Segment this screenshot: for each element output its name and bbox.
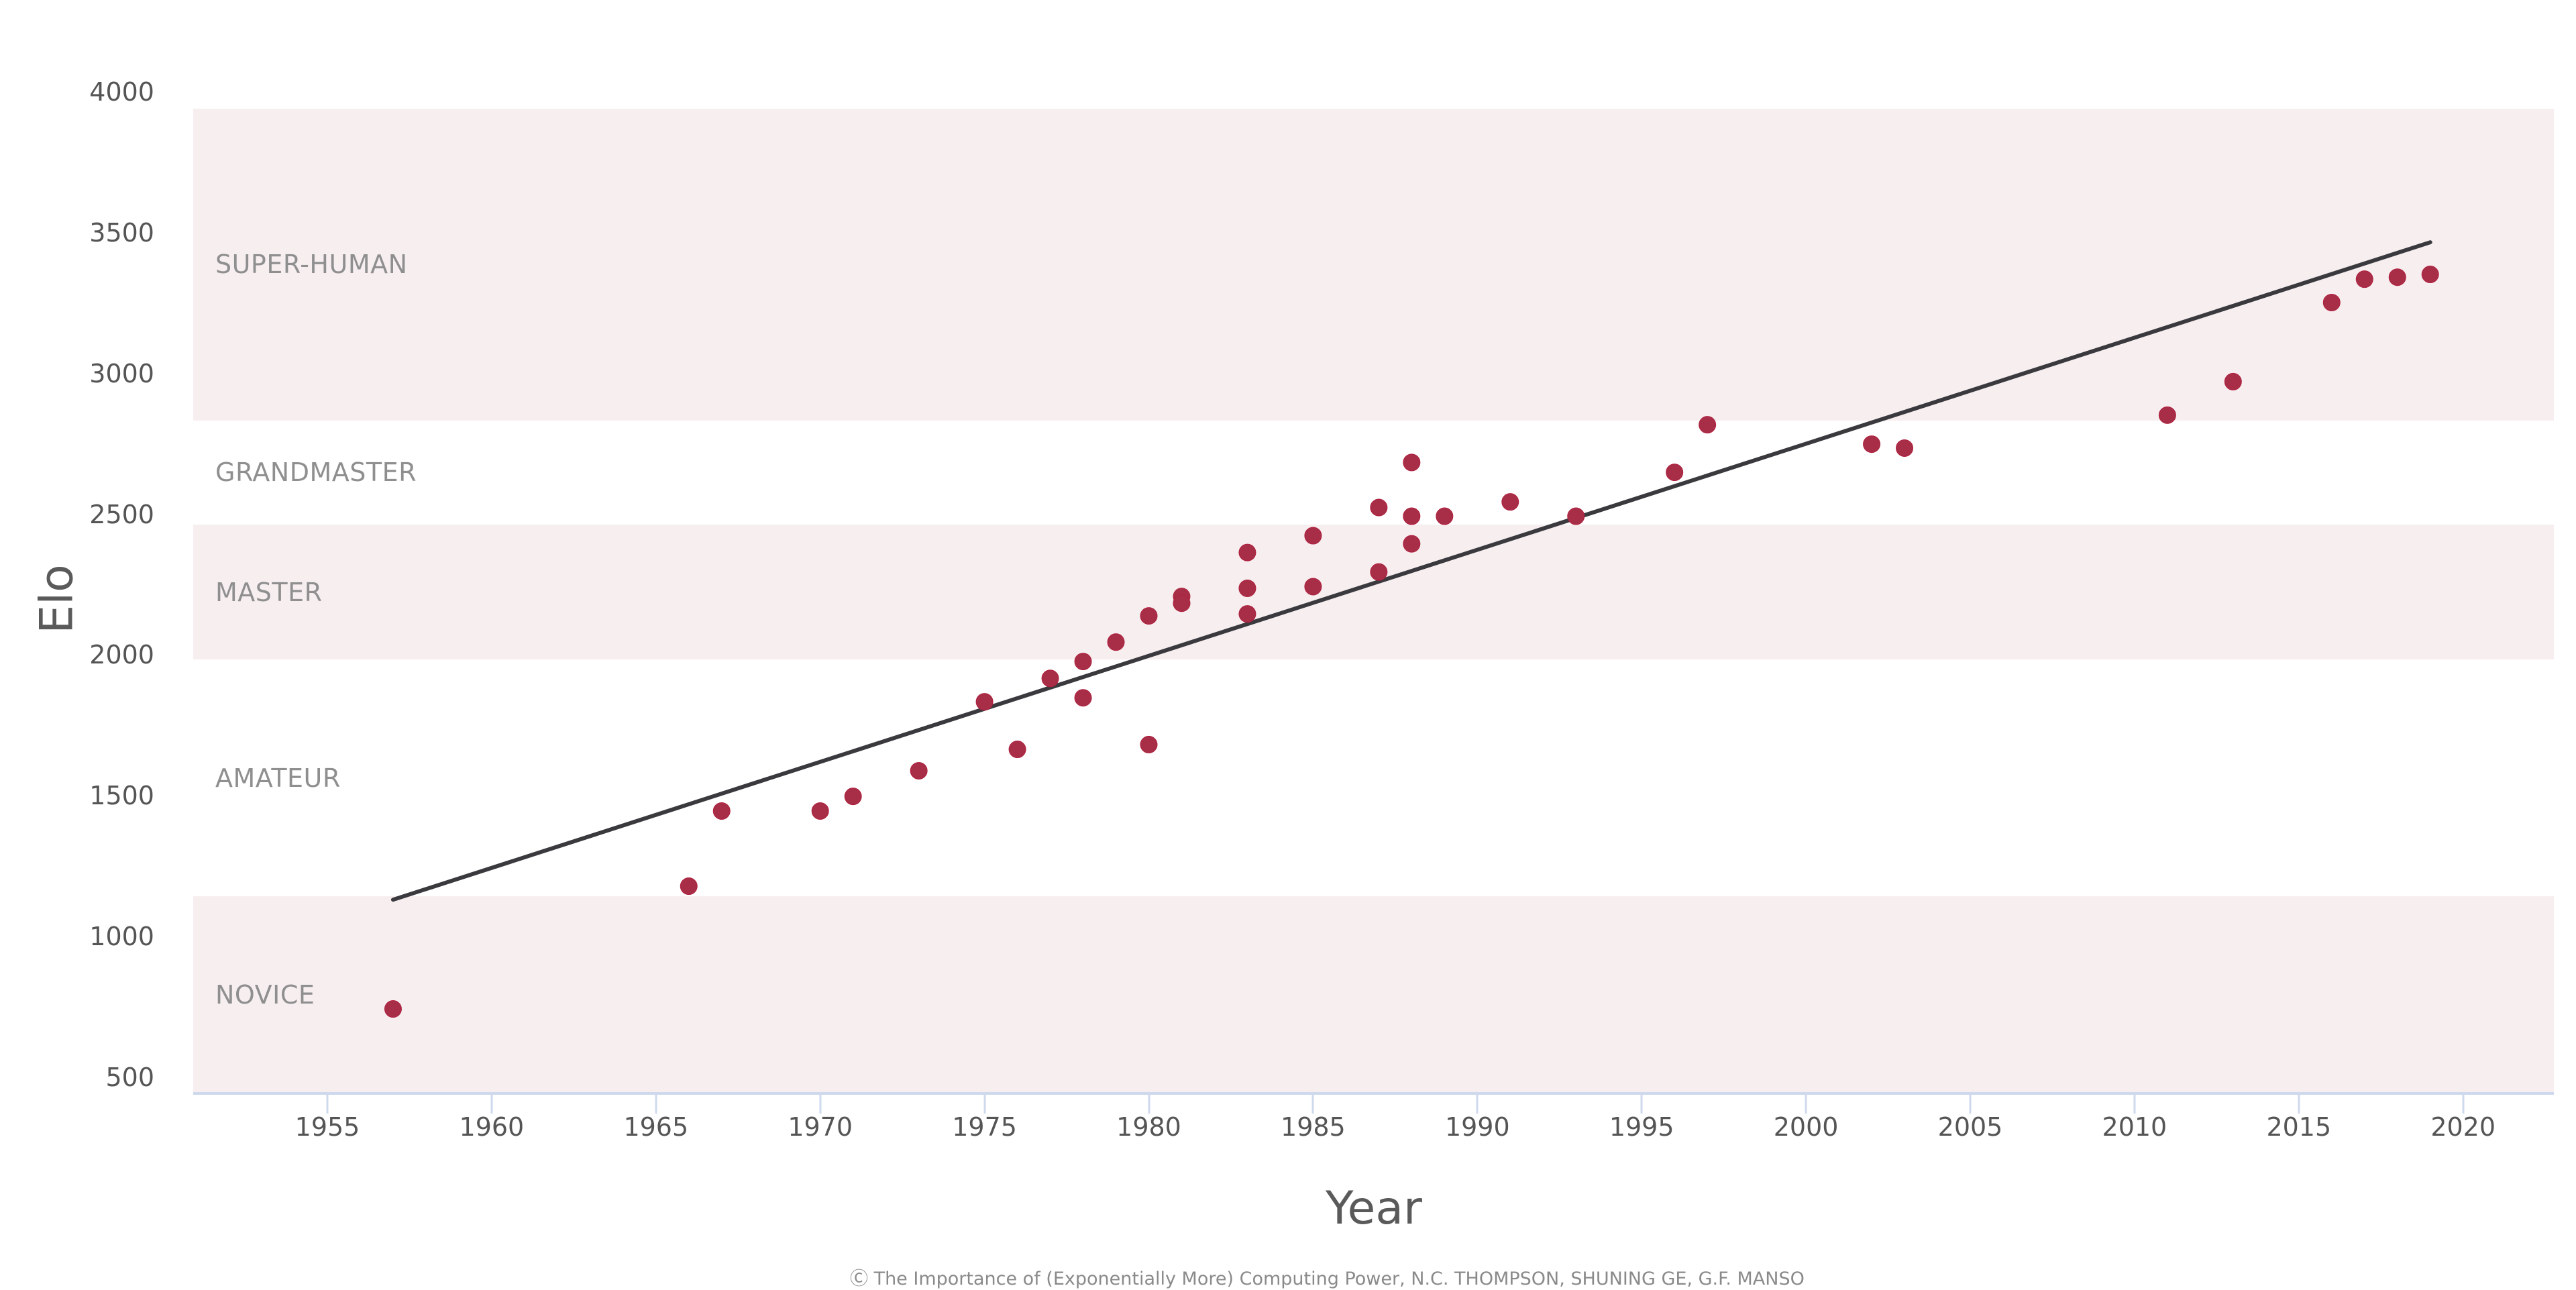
data-point xyxy=(975,693,994,711)
data-point xyxy=(1436,507,1454,525)
x-tick-mark xyxy=(2133,1093,2136,1114)
y-tick-label: 2500 xyxy=(89,499,154,529)
y-tick-label: 500 xyxy=(105,1063,154,1092)
x-tick-mark xyxy=(1311,1093,1314,1114)
band-label-amateur: AMATEUR xyxy=(215,763,341,793)
x-axis-title: Year xyxy=(1326,1182,1422,1235)
band-master xyxy=(193,525,2554,660)
data-point xyxy=(1173,594,1191,612)
data-point xyxy=(844,788,862,806)
x-tick-label: 1965 xyxy=(623,1112,689,1142)
y-axis-title: Elo xyxy=(30,564,84,634)
citation-footer: Ⓒ The Importance of (Exponentially More)… xyxy=(850,1269,1805,1289)
data-point xyxy=(1699,416,1717,434)
data-point xyxy=(1567,507,1585,525)
data-point xyxy=(1041,669,1059,688)
band-label-super-human: SUPER-HUMAN xyxy=(215,250,408,280)
y-tick-label: 4000 xyxy=(89,77,154,107)
data-point xyxy=(1370,563,1388,581)
data-point xyxy=(1403,507,1421,525)
x-tick-label: 1975 xyxy=(952,1112,1017,1142)
x-tick-mark xyxy=(326,1093,329,1114)
y-tick-label: 1000 xyxy=(89,922,154,952)
data-point xyxy=(1666,464,1684,482)
trend-line xyxy=(390,240,2432,902)
x-tick-label: 2005 xyxy=(1937,1112,2003,1142)
x-tick-mark xyxy=(2298,1093,2300,1114)
x-tick-mark xyxy=(655,1093,657,1114)
x-tick-mark xyxy=(2462,1093,2465,1114)
y-tick-label: 1500 xyxy=(89,781,154,811)
data-point xyxy=(2355,270,2373,288)
x-tick-label: 1980 xyxy=(1116,1112,1181,1142)
data-point xyxy=(1403,535,1421,553)
data-point xyxy=(811,802,829,820)
data-point xyxy=(680,877,698,896)
x-tick-label: 1970 xyxy=(788,1112,853,1142)
data-point xyxy=(2421,266,2439,284)
band-label-master: MASTER xyxy=(215,577,323,607)
y-tick-label: 2000 xyxy=(89,640,154,670)
x-tick-label: 2020 xyxy=(2430,1112,2496,1142)
data-point xyxy=(1896,439,1914,457)
data-point xyxy=(2388,268,2406,286)
data-point xyxy=(1238,543,1256,561)
band-super-human xyxy=(193,108,2554,421)
band-label-grandmaster: GRANDMASTER xyxy=(215,458,417,488)
band-novice xyxy=(193,896,2554,1093)
data-point xyxy=(1140,607,1158,625)
x-tick-label: 1990 xyxy=(1444,1112,1510,1142)
data-point xyxy=(1074,653,1092,671)
data-point xyxy=(910,761,928,780)
y-tick-label: 3500 xyxy=(89,217,154,248)
x-tick-label: 1995 xyxy=(1609,1112,1674,1142)
x-tick-label: 2000 xyxy=(1773,1112,1839,1142)
x-tick-mark xyxy=(983,1093,986,1114)
x-tick-mark xyxy=(1148,1093,1150,1114)
x-tick-label: 2015 xyxy=(2266,1112,2332,1142)
data-point xyxy=(2224,372,2242,390)
data-point xyxy=(1304,527,1322,545)
data-point xyxy=(1304,578,1322,596)
data-point xyxy=(2158,406,2176,424)
y-tick-label: 3000 xyxy=(89,358,154,388)
x-tick-mark xyxy=(1969,1093,1972,1114)
data-point xyxy=(1403,453,1421,472)
x-tick-label: 1985 xyxy=(1281,1112,1346,1142)
x-tick-mark xyxy=(1805,1093,1807,1114)
band-label-novice: NOVICE xyxy=(215,980,315,1010)
data-point xyxy=(1238,605,1256,623)
x-axis-line xyxy=(193,1092,2554,1095)
data-point xyxy=(2322,293,2341,311)
data-point xyxy=(1008,741,1026,759)
data-point xyxy=(1140,735,1158,753)
data-point xyxy=(1501,493,1519,511)
data-point xyxy=(1238,579,1256,597)
x-tick-label: 1960 xyxy=(459,1112,525,1142)
x-tick-label: 2010 xyxy=(2102,1112,2167,1142)
x-tick-mark xyxy=(490,1093,493,1114)
x-tick-mark xyxy=(819,1093,822,1114)
x-tick-mark xyxy=(1640,1093,1643,1114)
x-tick-label: 1955 xyxy=(294,1112,360,1142)
data-point xyxy=(1107,633,1125,651)
data-point xyxy=(1370,498,1388,517)
data-point xyxy=(384,1000,402,1018)
x-tick-mark xyxy=(1476,1093,1479,1114)
data-point xyxy=(1863,435,1881,453)
data-point xyxy=(1074,689,1092,707)
data-point xyxy=(712,802,731,820)
